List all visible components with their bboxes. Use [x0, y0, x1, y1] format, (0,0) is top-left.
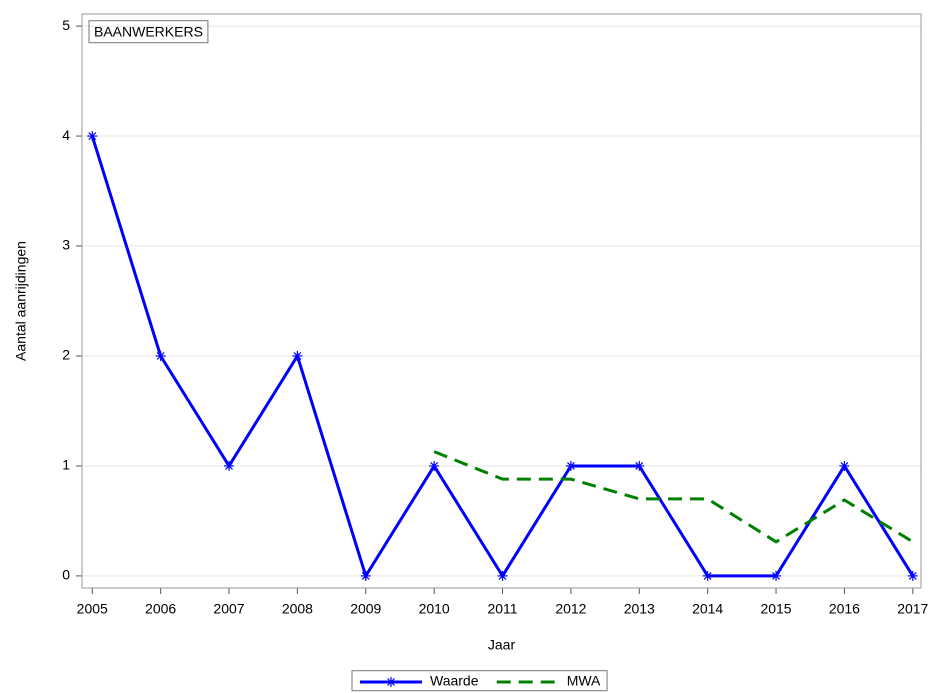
marker-stroke — [772, 571, 780, 580]
y-tick-label: 4 — [62, 127, 70, 143]
data-point — [702, 570, 713, 581]
legend: Waarde MWA — [360, 673, 601, 689]
x-tick-label: 2016 — [829, 601, 860, 617]
data-point — [429, 460, 440, 471]
x-tick-label: 2010 — [419, 601, 450, 617]
inset-label: BAANWERKERS — [94, 24, 203, 40]
inset-box — [88, 20, 209, 44]
marker-stroke — [498, 571, 507, 580]
data-point — [839, 460, 850, 471]
data-point — [565, 460, 576, 471]
data-point — [360, 570, 371, 581]
y-tick-label: 5 — [62, 17, 70, 33]
data-point — [292, 350, 303, 361]
x-tick-label: 2007 — [213, 601, 244, 617]
marker-stroke — [225, 462, 233, 470]
x-tick-label: 2017 — [897, 601, 928, 617]
marker-stroke — [430, 462, 439, 470]
legend-label: MWA — [567, 673, 601, 689]
data-point — [497, 570, 508, 581]
plot-frame — [81, 13, 922, 589]
marker-stroke — [293, 352, 302, 360]
x-tick-label: 2011 — [487, 601, 517, 617]
y-tick-label: 1 — [62, 457, 70, 473]
x-axis-label: Jaar — [488, 637, 516, 653]
data-point — [87, 131, 98, 142]
x-tick-label: 2013 — [624, 601, 655, 617]
marker-stroke — [635, 462, 644, 470]
marker-stroke — [703, 571, 712, 580]
data-point — [634, 460, 645, 471]
data-point — [155, 350, 166, 361]
data-point — [907, 570, 918, 581]
marker-stroke — [908, 571, 917, 580]
y-tick-label: 2 — [62, 347, 70, 363]
x-tick-label: 2012 — [555, 601, 586, 617]
marker-stroke — [361, 571, 370, 580]
data-point — [771, 570, 782, 581]
y-tick-label: 0 — [62, 567, 70, 583]
x-tick-label: 2005 — [77, 601, 108, 617]
marker-stroke — [156, 352, 165, 360]
x-tick-label: 2006 — [145, 601, 176, 617]
marker-stroke — [566, 462, 575, 470]
y-tick-label: 3 — [62, 237, 70, 253]
x-tick-label: 2008 — [282, 601, 313, 617]
data-point — [224, 460, 235, 471]
marker-stroke — [387, 678, 395, 686]
legend-label: Waarde — [430, 673, 479, 689]
series-line — [433, 450, 914, 544]
y-axis-label: Aantal aanrijdingen — [13, 241, 29, 361]
marker-stroke — [88, 132, 97, 140]
marker-stroke — [840, 462, 849, 470]
legend-box — [351, 670, 608, 692]
x-tick-label: 2009 — [350, 601, 381, 617]
x-tick-label: 2015 — [760, 601, 791, 617]
x-tick-label: 2014 — [692, 601, 723, 617]
